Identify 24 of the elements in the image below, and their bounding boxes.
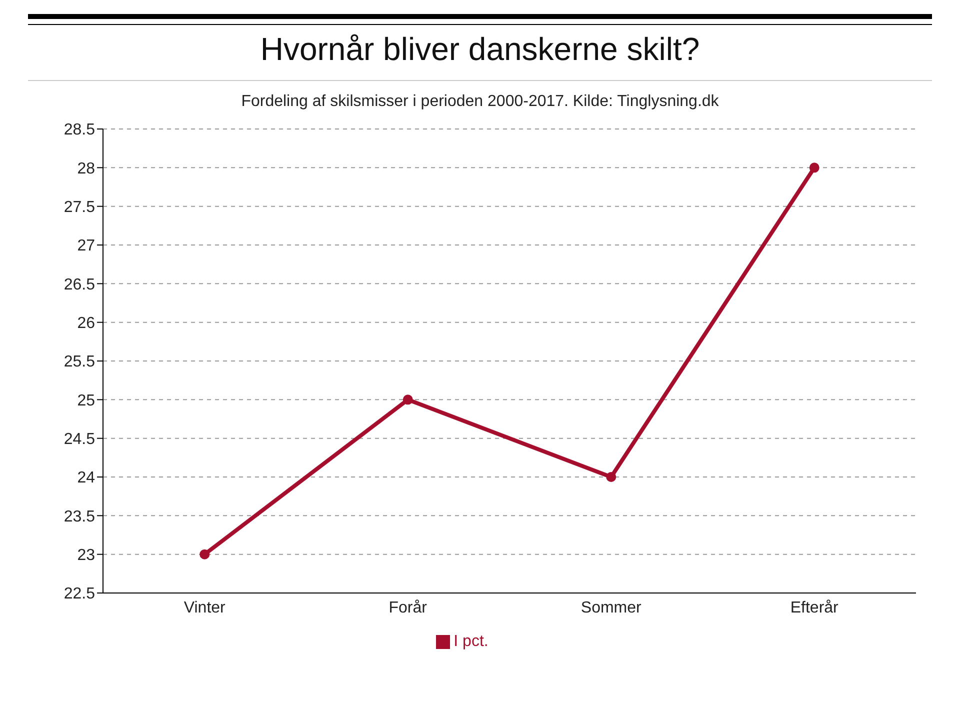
point <box>606 472 616 482</box>
point <box>809 162 820 173</box>
x-tick-label: Vinter <box>184 599 226 616</box>
point <box>200 549 210 560</box>
y-tick-label: 22.5 <box>64 586 96 603</box>
chart-subtitle: Fordeling af skilsmisser i perioden 2000-2017. Kilde: Tinglysning.dk <box>240 93 720 111</box>
y-tick-label: 23.5 <box>64 508 96 526</box>
chart-title: Hvornår bliver danskerne skilt? <box>28 24 932 81</box>
x-tick-label: Sommer <box>580 599 642 616</box>
y-tick-label: 25 <box>77 392 96 410</box>
y-tick-label: 24 <box>77 470 96 487</box>
y-tick-label: 26 <box>77 315 96 332</box>
y-tick-label: 27.5 <box>64 199 96 216</box>
y-tick-label: 27 <box>77 238 96 255</box>
y-tick-label: 28 <box>77 160 96 178</box>
legend-label: I pct. <box>454 633 488 650</box>
x-tick-label: Efterår <box>790 599 840 616</box>
y-tick-label: 26.5 <box>64 276 96 294</box>
x-tick-label: Forår <box>388 599 428 616</box>
y-tick-label: 24.5 <box>64 431 96 448</box>
point <box>402 394 413 405</box>
y-tick-label: 25.5 <box>64 354 96 371</box>
y-tick-label: 23 <box>77 547 96 564</box>
y-tick-label: 28.5 <box>64 122 96 139</box>
